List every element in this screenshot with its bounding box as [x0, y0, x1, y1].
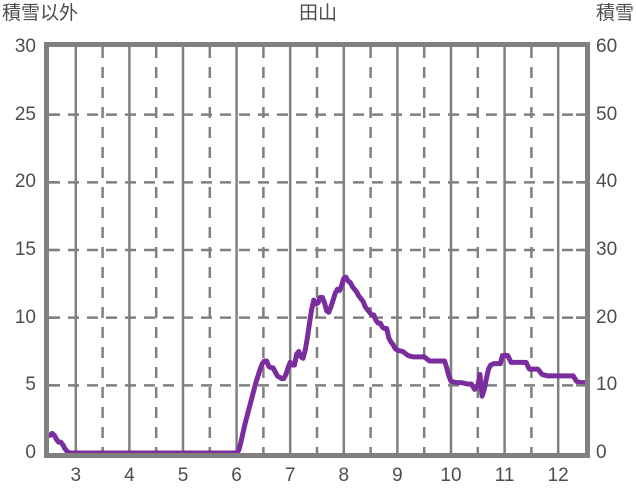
left-axis-tick-label: 0	[25, 442, 36, 463]
left-axis-tick-label: 5	[25, 374, 36, 396]
left-axis-tick-label: 15	[14, 239, 36, 260]
x-axis-tick-label: 6	[231, 465, 242, 486]
data-series-line-0	[49, 274, 585, 453]
left-axis-caption: 積雪以外	[2, 3, 79, 24]
left-axis-tick-label: 25	[14, 103, 36, 125]
right-axis-tick-label: 60	[596, 36, 618, 57]
left-axis-tick-label: 20	[14, 171, 36, 193]
right-axis-tick-label: 0	[596, 442, 607, 463]
right-axis-tick-label: 30	[596, 239, 618, 260]
right-axis-tick-label: 20	[596, 306, 618, 328]
left-axis-tick-label: 10	[14, 306, 36, 328]
plot-svg	[49, 47, 585, 453]
plot-inner	[49, 47, 585, 453]
right-axis-caption: 積雪	[595, 3, 634, 24]
x-axis-tick-label: 11	[494, 465, 515, 486]
right-axis-tick-label: 50	[596, 103, 618, 125]
x-axis-tick-label: 7	[284, 465, 296, 486]
x-axis-tick-label: 10	[440, 465, 462, 486]
x-axis-tick-label: 12	[547, 465, 569, 486]
x-axis-tick-label: 5	[177, 465, 189, 486]
right-axis-tick-label: 10	[596, 374, 618, 396]
right-axis-tick-label: 40	[596, 171, 618, 193]
plot-area	[44, 42, 590, 458]
x-axis-tick-label: 3	[70, 465, 82, 486]
x-axis-tick-label: 9	[392, 465, 403, 486]
page-title: 田山	[298, 3, 337, 24]
left-axis-tick-label: 30	[14, 36, 36, 57]
x-axis-tick-label: 8	[338, 465, 350, 486]
x-axis-tick-label: 4	[124, 465, 135, 486]
